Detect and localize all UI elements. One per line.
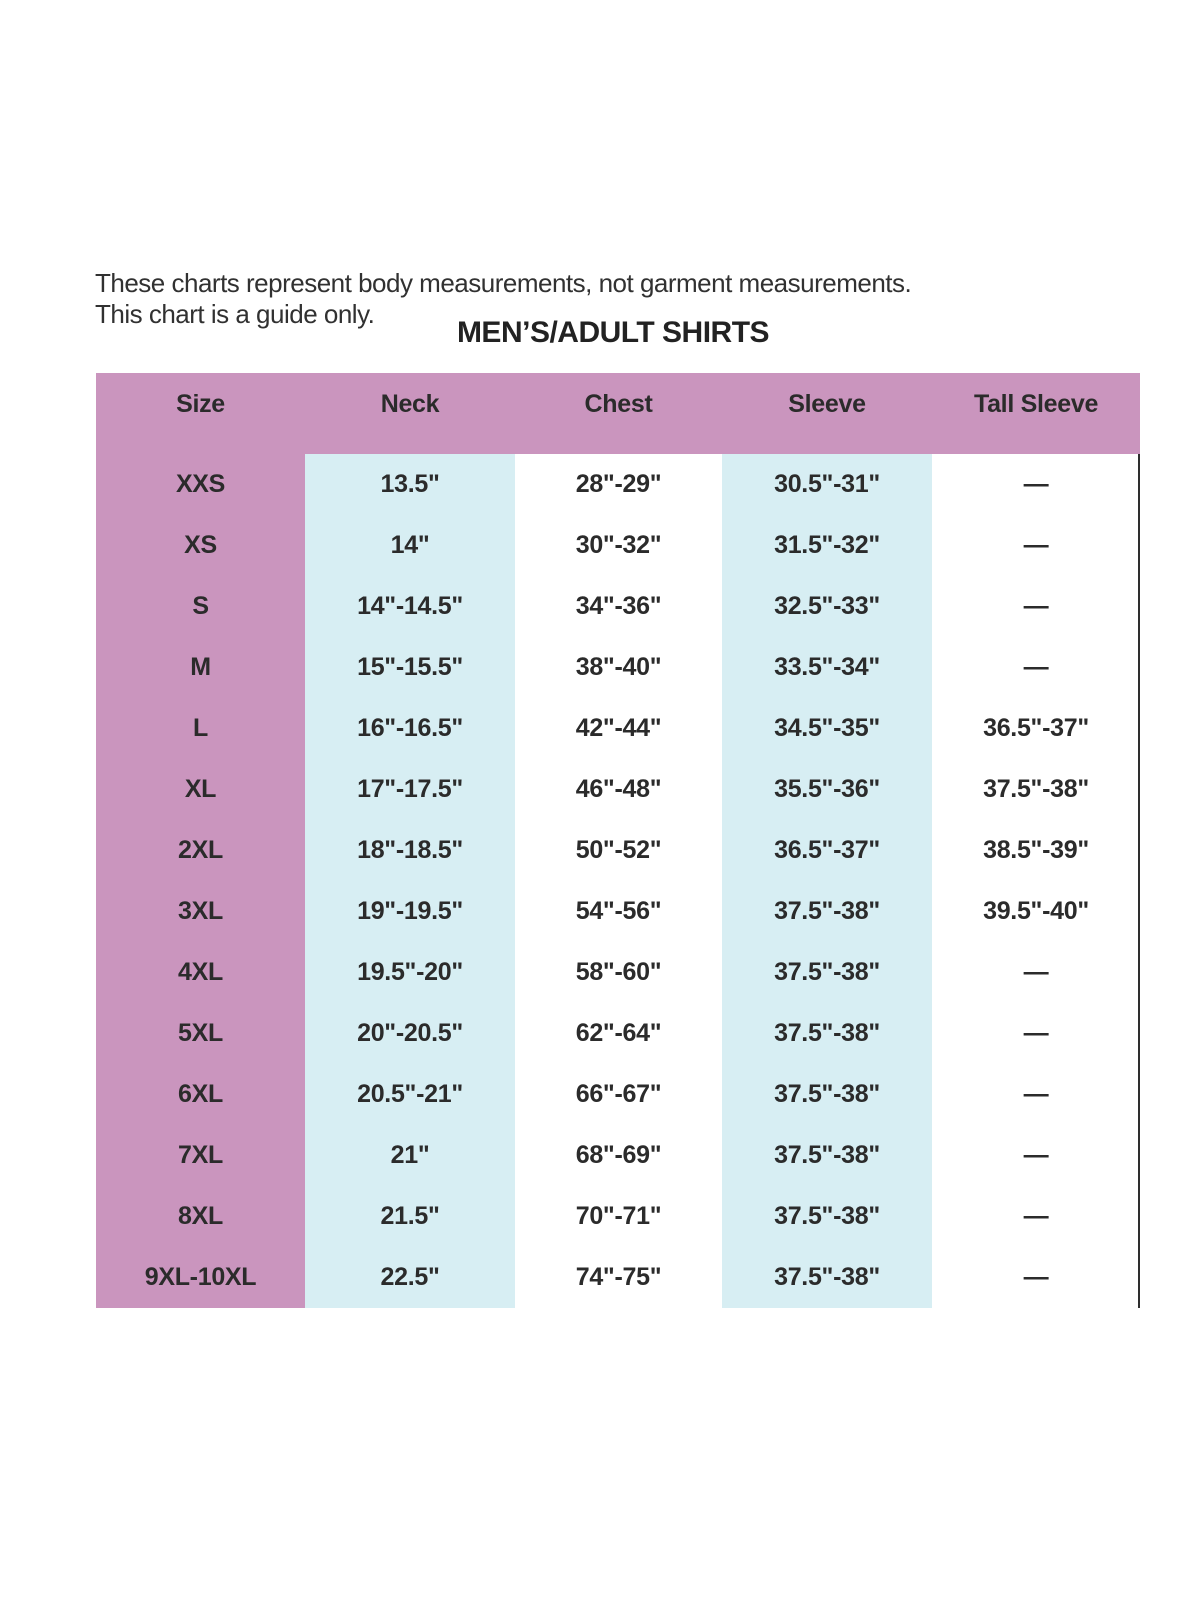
cell-size: 4XL [96,942,305,1003]
disclaimer-text: These charts represent body measurements… [95,268,912,330]
table-row: 7XL 21" 68"-69" 37.5"-38" — [96,1125,1140,1186]
cell-chest: 50"-52" [575,836,662,864]
cell-size: 3XL [96,881,305,942]
cell-neck: 20.5"-21" [305,1064,515,1125]
cell-size: 7XL [96,1125,305,1186]
table-row: 6XL 20.5"-21" 66"-67" 37.5"-38" — [96,1064,1140,1125]
cell-tall-sleeve: 37.5"-38" [983,775,1089,803]
cell-tall-sleeve: 38.5"-39" [983,836,1089,864]
cell-size: S [96,576,305,637]
table-row: 3XL 19"-19.5" 54"-56" 37.5"-38" 39.5"-40" [96,881,1140,942]
cell-chest: 42"-44" [575,714,662,742]
cell-neck: 21" [305,1125,515,1186]
cell-chest: 58"-60" [575,958,662,986]
cell-tall-sleeve: 39.5"-40" [983,897,1089,925]
table-right-border [1138,454,1140,1308]
cell-neck: 21.5" [305,1186,515,1247]
cell-neck: 14"-14.5" [305,576,515,637]
cell-chest: 70"-71" [575,1202,662,1230]
cell-size: XL [96,759,305,820]
cell-tall-sleeve: — [1023,958,1049,986]
cell-neck: 13.5" [305,454,515,515]
cell-tall-sleeve: — [1023,592,1049,620]
cell-tall-sleeve: — [1023,531,1049,559]
table-row: L 16"-16.5" 42"-44" 34.5"-35" 36.5"-37" [96,698,1140,759]
cell-sleeve: 35.5"-36" [722,759,932,820]
cell-chest: 66"-67" [575,1080,662,1108]
cell-tall-sleeve: — [1023,653,1049,681]
table-row: XL 17"-17.5" 46"-48" 35.5"-36" 37.5"-38" [96,759,1140,820]
cell-chest: 28"-29" [575,470,662,498]
cell-size: L [96,698,305,759]
cell-sleeve: 37.5"-38" [722,1064,932,1125]
cell-tall-sleeve: — [1023,1202,1049,1230]
cell-neck: 19.5"-20" [305,942,515,1003]
column-header-sleeve: Sleeve [788,390,866,418]
table-row: 9XL-10XL 22.5" 74"-75" 37.5"-38" — [96,1247,1140,1308]
cell-chest: 34"-36" [575,592,662,620]
cell-neck: 15"-15.5" [305,637,515,698]
table-row: 4XL 19.5"-20" 58"-60" 37.5"-38" — [96,942,1140,1003]
cell-sleeve: 33.5"-34" [722,637,932,698]
cell-neck: 14" [305,515,515,576]
cell-chest: 46"-48" [575,775,662,803]
size-chart-table: Size Neck Chest Sleeve Tall Sleeve XXS 13… [96,373,1140,1308]
cell-chest: 54"-56" [575,897,662,925]
disclaimer-line-2: This chart is a guide only. [95,299,375,329]
table-row: 5XL 20"-20.5" 62"-64" 37.5"-38" — [96,1003,1140,1064]
cell-sleeve: 32.5"-33" [722,576,932,637]
table-header-row: Size Neck Chest Sleeve Tall Sleeve [96,373,1140,454]
cell-sleeve: 36.5"-37" [722,820,932,881]
cell-neck: 16"-16.5" [305,698,515,759]
cell-sleeve: 37.5"-38" [722,881,932,942]
table-row: XXS 13.5" 28"-29" 30.5"-31" — [96,454,1140,515]
column-header-size: Size [176,390,225,418]
cell-neck: 18"-18.5" [305,820,515,881]
cell-neck: 19"-19.5" [305,881,515,942]
cell-sleeve: 34.5"-35" [722,698,932,759]
table-row: XS 14" 30"-32" 31.5"-32" — [96,515,1140,576]
cell-tall-sleeve: — [1023,1263,1049,1291]
cell-size: 5XL [96,1003,305,1064]
cell-sleeve: 37.5"-38" [722,1186,932,1247]
cell-size: 8XL [96,1186,305,1247]
cell-sleeve: 31.5"-32" [722,515,932,576]
cell-tall-sleeve: — [1023,1019,1049,1047]
cell-tall-sleeve: — [1023,1080,1049,1108]
column-header-chest: Chest [584,390,653,418]
column-header-neck: Neck [380,390,440,418]
cell-chest: 68"-69" [575,1141,662,1169]
cell-tall-sleeve: — [1023,470,1049,498]
cell-size: XS [96,515,305,576]
cell-chest: 62"-64" [575,1019,662,1047]
table-row: 2XL 18"-18.5" 50"-52" 36.5"-37" 38.5"-39" [96,820,1140,881]
cell-size: 9XL-10XL [96,1247,305,1308]
cell-neck: 20"-20.5" [305,1003,515,1064]
table-row: M 15"-15.5" 38"-40" 33.5"-34" — [96,637,1140,698]
cell-sleeve: 37.5"-38" [722,942,932,1003]
cell-size: 2XL [96,820,305,881]
page-title: MEN’S/ADULT SHIRTS [456,316,770,349]
cell-tall-sleeve: 36.5"-37" [983,714,1089,742]
cell-chest: 74"-75" [575,1263,662,1291]
cell-neck: 17"-17.5" [305,759,515,820]
cell-sleeve: 37.5"-38" [722,1247,932,1308]
cell-sleeve: 30.5"-31" [722,454,932,515]
disclaimer-line-1: These charts represent body measurements… [95,268,912,298]
column-header-tall-sleeve: Tall Sleeve [973,390,1099,418]
cell-tall-sleeve: — [1023,1141,1049,1169]
cell-size: XXS [96,454,305,515]
table-row: S 14"-14.5" 34"-36" 32.5"-33" — [96,576,1140,637]
cell-sleeve: 37.5"-38" [722,1003,932,1064]
cell-size: M [96,637,305,698]
cell-sleeve: 37.5"-38" [722,1125,932,1186]
cell-neck: 22.5" [305,1247,515,1308]
cell-chest: 38"-40" [575,653,662,681]
cell-size: 6XL [96,1064,305,1125]
table-row: 8XL 21.5" 70"-71" 37.5"-38" — [96,1186,1140,1247]
table-body: XXS 13.5" 28"-29" 30.5"-31" — XS 14" 30"-32" 31.… [96,454,1140,1308]
cell-chest: 30"-32" [575,531,662,559]
